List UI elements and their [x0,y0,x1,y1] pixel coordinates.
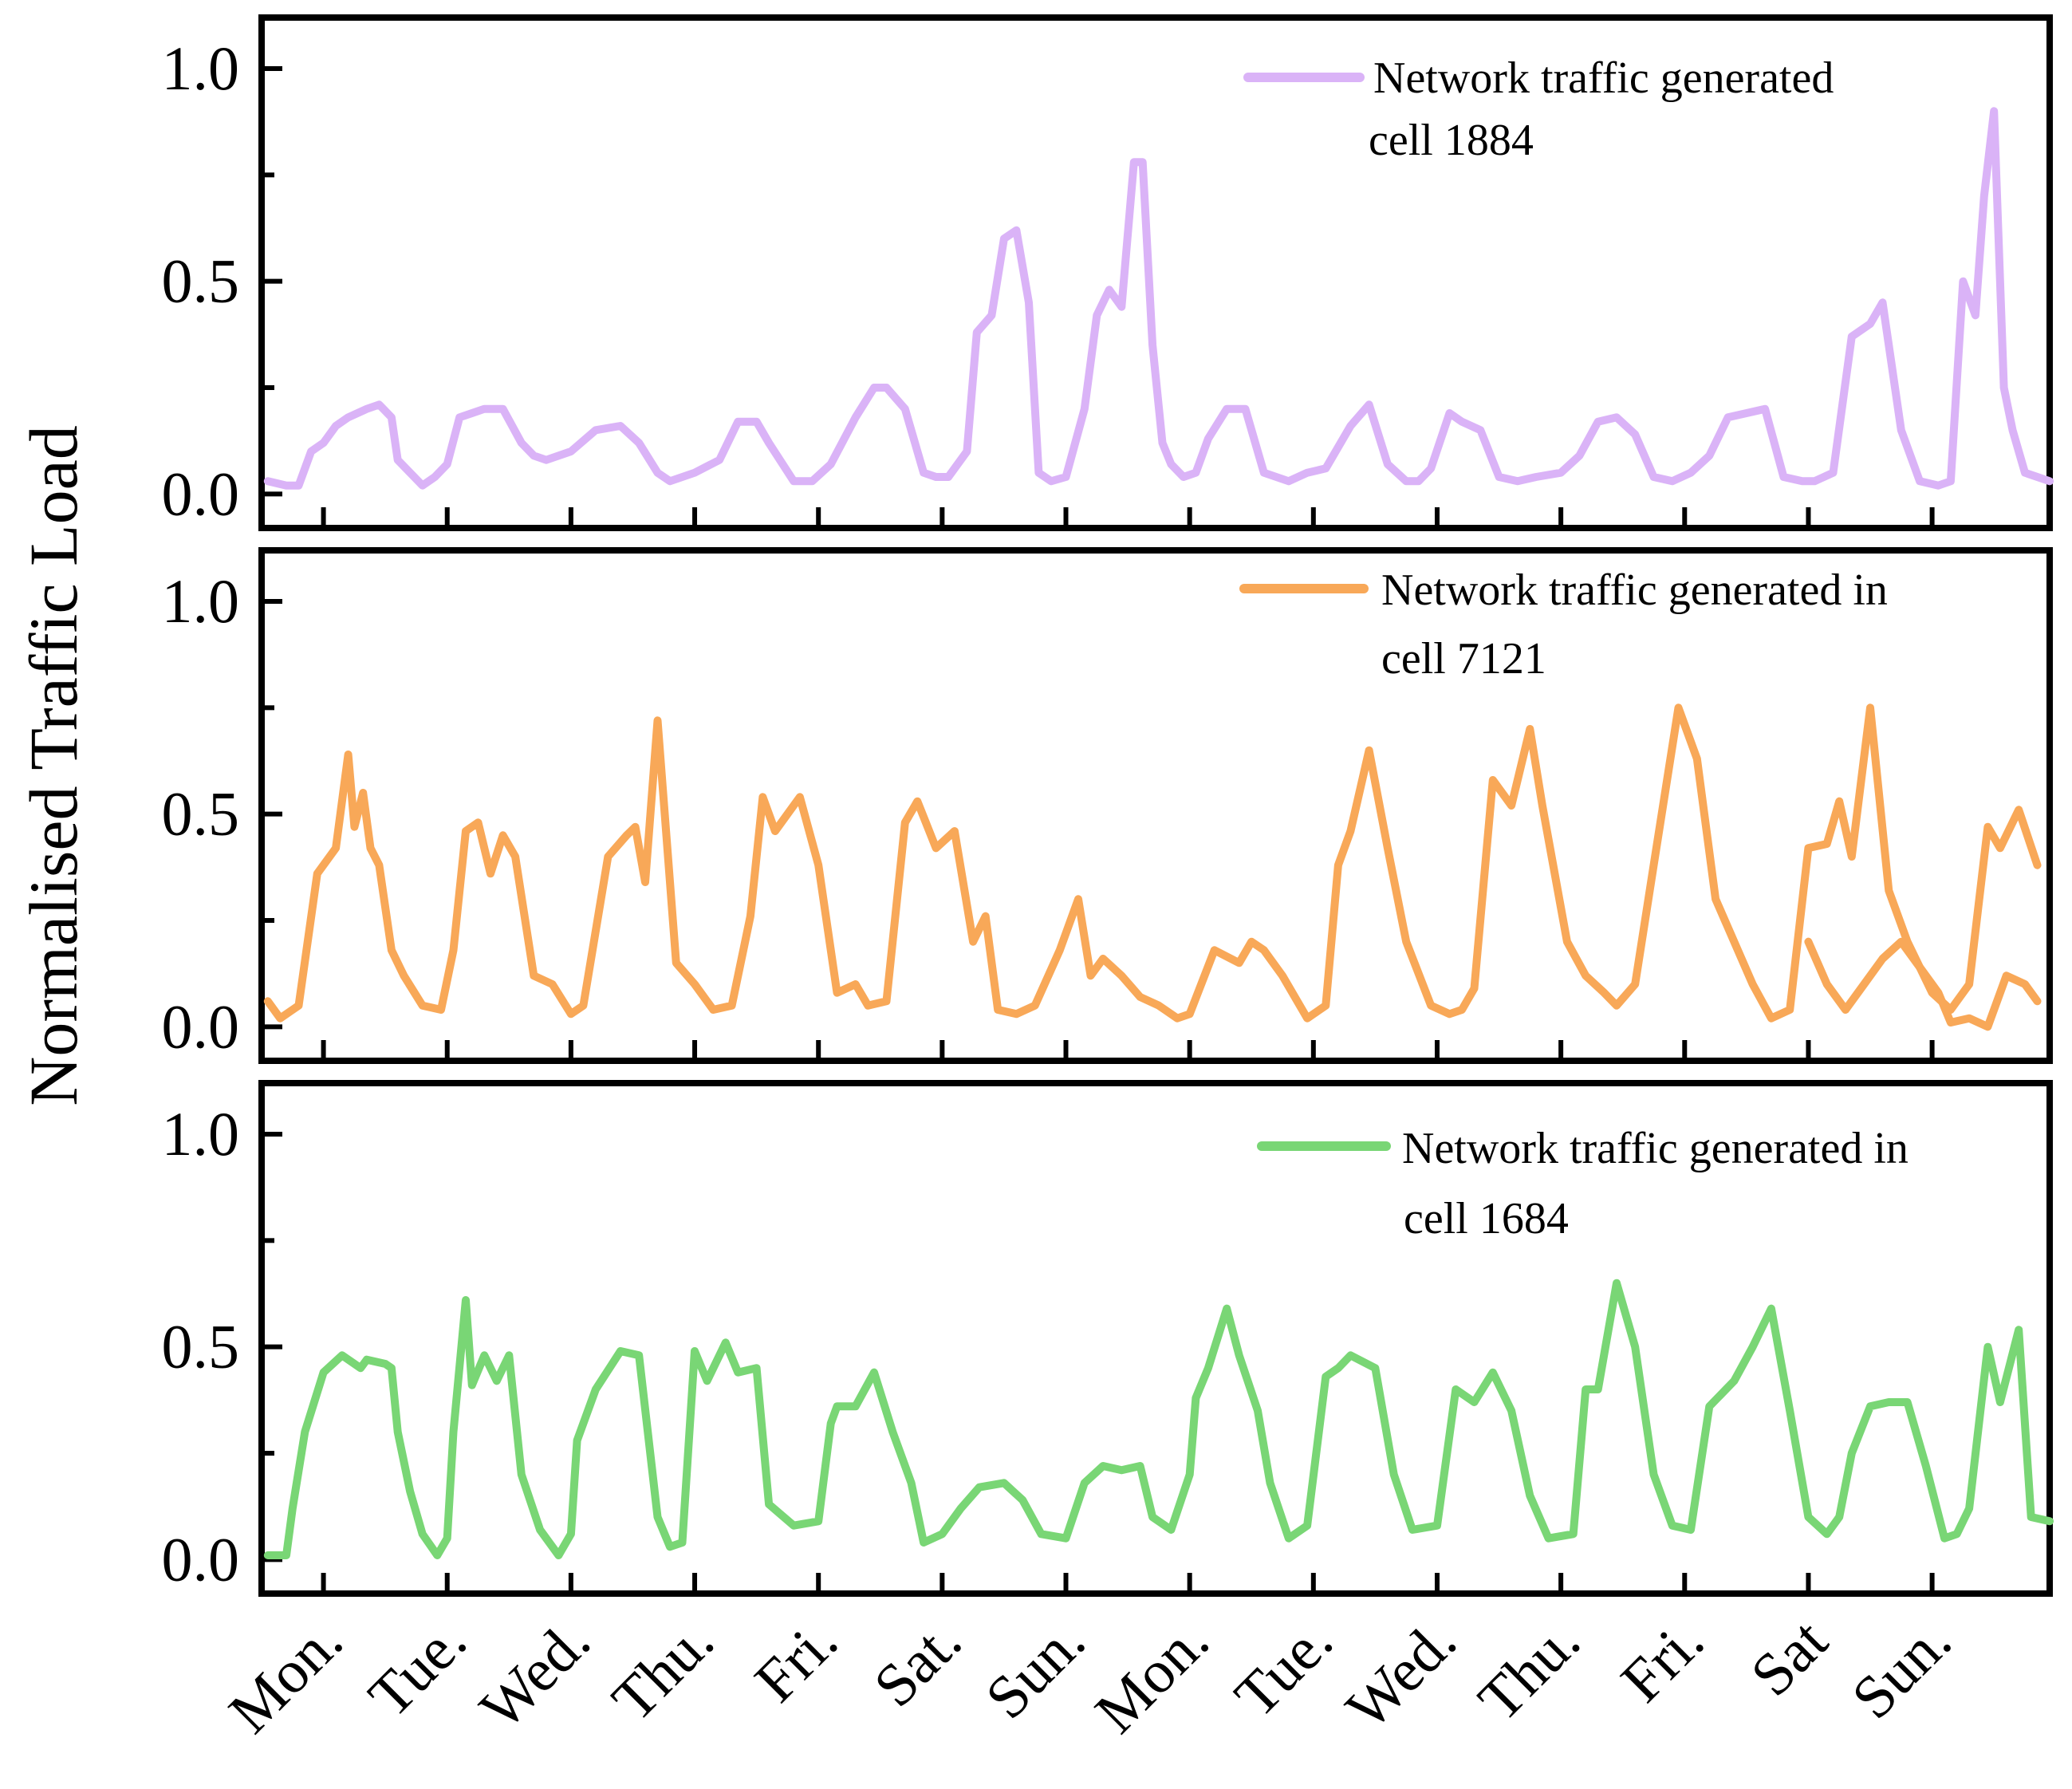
x-tick-label: Fri. [743,1607,851,1716]
x-tick-label: Tue. [1222,1607,1345,1730]
panel-frame [258,14,2053,531]
y-tick-label: 0.0 [162,1524,240,1594]
series-line [263,1279,2054,1559]
x-tick-label: Wed. [467,1607,603,1743]
y-tick-label: 1.0 [162,566,240,636]
panel-ticks [262,1132,1935,1594]
x-tick-label: Sat. [861,1607,975,1720]
panel-cell-7121: 0.0 0.5 1.0 Network traffic generated in c… [162,547,2053,1064]
y-tick-label: 0.5 [162,1312,240,1381]
x-tick-label: Sun. [973,1607,1097,1732]
series-line [263,107,2054,490]
series-line [263,703,2042,1023]
legend: Network traffic generated cell 1884 [1243,53,1834,165]
y-tick-label: 0.5 [162,246,240,316]
panel-ticks [262,599,1935,1061]
legend: Network traffic generated in cell 7121 [1239,565,1888,684]
x-tick-label: Sat [1738,1607,1840,1709]
legend-label-line1: Network traffic generated [1373,53,1834,103]
legend-label-line1: Network traffic generated in [1402,1124,1909,1173]
legend: Network traffic generated in cell 1684 [1257,1124,1909,1243]
panel-cell-1684: 0.0 0.5 1.0 Network traffic generated in c… [162,1080,2054,1597]
y-tick-label: 1.0 [162,1099,240,1168]
x-tick-label: Thu. [600,1607,727,1734]
panel-cell-1884: 0.0 0.5 1.0 Network traffic generated cell… [162,14,2054,531]
panel-y-tick-labels: 0.0 0.5 1.0 [162,1099,240,1594]
legend-label-line2: cell 7121 [1381,634,1546,684]
x-axis-day-labels: Mon. Tue.Wed.Thu. Fri. Sat.Sun.Mon. Tue.Wed.… [216,1607,1964,1746]
x-tick-label: Mon. [216,1607,355,1746]
legend-label-line1: Network traffic generated in [1381,565,1888,615]
x-tick-label: Wed. [1333,1607,1469,1743]
panel-frame [258,547,2053,1064]
y-tick-label: 0.0 [162,991,240,1061]
y-axis-label: Normalised Traffic Load [15,425,92,1106]
legend-label-line2: cell 1884 [1369,116,1534,165]
x-tick-label: Fri. [1609,1607,1717,1716]
y-tick-label: 0.0 [162,459,240,528]
panel-ticks [262,66,1935,528]
panel-y-tick-labels: 0.0 0.5 1.0 [162,33,240,528]
x-tick-label: Thu. [1466,1607,1593,1734]
panel-frame [258,1080,2053,1597]
x-tick-label: Mon. [1082,1607,1221,1746]
series-line-segment [1804,937,2042,1031]
panel-y-tick-labels: 0.0 0.5 1.0 [162,566,240,1061]
y-tick-label: 1.0 [162,33,240,103]
x-tick-label: Sun. [1839,1607,1964,1732]
legend-label-line2: cell 1684 [1404,1194,1569,1243]
y-tick-label: 0.5 [162,779,240,849]
x-tick-label: Tue. [356,1607,479,1730]
